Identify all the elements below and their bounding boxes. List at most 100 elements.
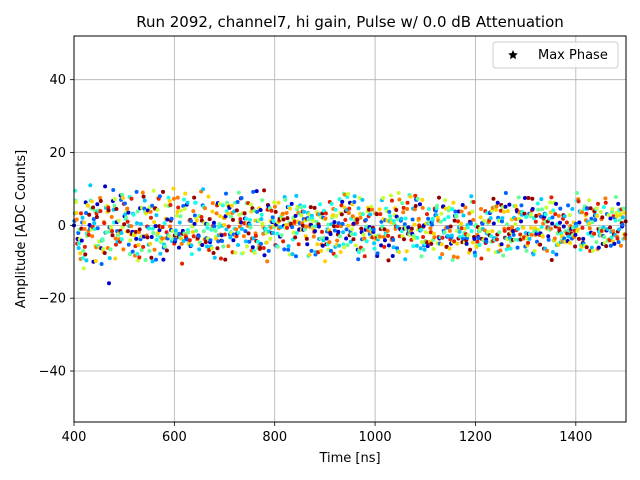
data-point <box>412 236 417 241</box>
data-point <box>424 212 429 217</box>
data-point <box>455 241 460 246</box>
data-point <box>388 193 393 198</box>
data-point <box>513 217 518 222</box>
data-point <box>177 231 182 236</box>
data-point <box>505 222 510 227</box>
data-point <box>381 235 386 240</box>
data-point <box>460 202 465 207</box>
data-point <box>601 205 606 210</box>
data-point <box>278 224 283 229</box>
data-point <box>522 211 527 216</box>
data-point <box>539 224 544 229</box>
data-point <box>152 220 157 225</box>
data-point <box>137 255 142 260</box>
y-axis-label: Amplitude [ADC Counts] <box>14 150 29 308</box>
data-point <box>218 214 223 219</box>
data-point <box>141 194 146 199</box>
data-point <box>603 200 608 205</box>
data-point <box>219 233 224 238</box>
data-point <box>340 199 345 204</box>
data-point <box>217 221 222 226</box>
data-point <box>549 257 554 262</box>
data-point <box>129 196 134 201</box>
data-point <box>428 226 433 231</box>
data-point <box>349 227 354 232</box>
data-point <box>258 208 263 213</box>
data-point <box>391 245 396 250</box>
data-point <box>467 211 472 216</box>
data-point <box>217 201 222 206</box>
data-point <box>201 187 206 192</box>
y-tick-label: 20 <box>49 146 66 161</box>
data-point <box>435 203 440 208</box>
data-point <box>148 209 153 214</box>
data-point <box>106 208 111 213</box>
data-point <box>147 226 152 231</box>
data-point <box>299 213 304 218</box>
data-point <box>285 225 290 230</box>
data-point <box>324 236 329 241</box>
data-point <box>236 243 241 248</box>
data-point <box>589 245 594 250</box>
data-point <box>82 244 87 249</box>
x-tick-label: 1400 <box>559 430 592 445</box>
data-point <box>503 204 508 209</box>
data-point <box>408 194 413 199</box>
data-point <box>157 194 162 199</box>
data-point <box>478 215 483 220</box>
data-point <box>276 200 281 205</box>
data-point <box>404 249 409 254</box>
data-point <box>614 210 619 215</box>
data-point <box>339 203 344 208</box>
x-tick-label: 1000 <box>359 430 392 445</box>
data-point <box>210 201 215 206</box>
data-point <box>236 230 241 235</box>
data-point <box>515 245 520 250</box>
data-point <box>568 240 573 245</box>
data-point <box>211 220 216 225</box>
data-point <box>577 220 582 225</box>
data-point <box>192 195 197 200</box>
data-point <box>401 205 406 210</box>
data-point <box>507 202 512 207</box>
data-point <box>585 206 590 211</box>
data-point <box>521 225 526 230</box>
data-point <box>161 189 166 194</box>
data-point <box>293 213 298 218</box>
data-point <box>266 248 271 253</box>
data-point <box>459 209 464 214</box>
data-point <box>360 212 365 217</box>
data-point <box>90 234 95 239</box>
data-point <box>119 231 124 236</box>
data-point <box>566 203 571 208</box>
data-point <box>374 212 379 217</box>
data-point <box>153 224 158 229</box>
data-point <box>410 217 415 222</box>
data-point <box>607 238 612 243</box>
data-point <box>429 241 434 246</box>
data-point <box>403 216 408 221</box>
data-point <box>435 215 440 220</box>
data-point <box>564 220 569 225</box>
data-point <box>189 218 194 223</box>
data-point <box>497 230 502 235</box>
data-point <box>320 243 325 248</box>
data-point <box>438 219 443 224</box>
data-point <box>194 228 199 233</box>
data-point <box>403 257 408 262</box>
data-point <box>128 238 133 243</box>
data-point <box>337 197 342 202</box>
data-point <box>178 214 183 219</box>
data-point <box>451 254 456 259</box>
data-point <box>465 225 470 230</box>
data-point <box>498 208 503 213</box>
data-point <box>180 261 185 266</box>
data-point <box>126 210 131 215</box>
data-point <box>88 183 93 188</box>
data-point <box>114 206 119 211</box>
data-point <box>191 234 196 239</box>
x-tick-label: 600 <box>162 430 187 445</box>
data-point <box>419 254 424 259</box>
data-point <box>367 207 372 212</box>
data-point <box>459 226 464 231</box>
